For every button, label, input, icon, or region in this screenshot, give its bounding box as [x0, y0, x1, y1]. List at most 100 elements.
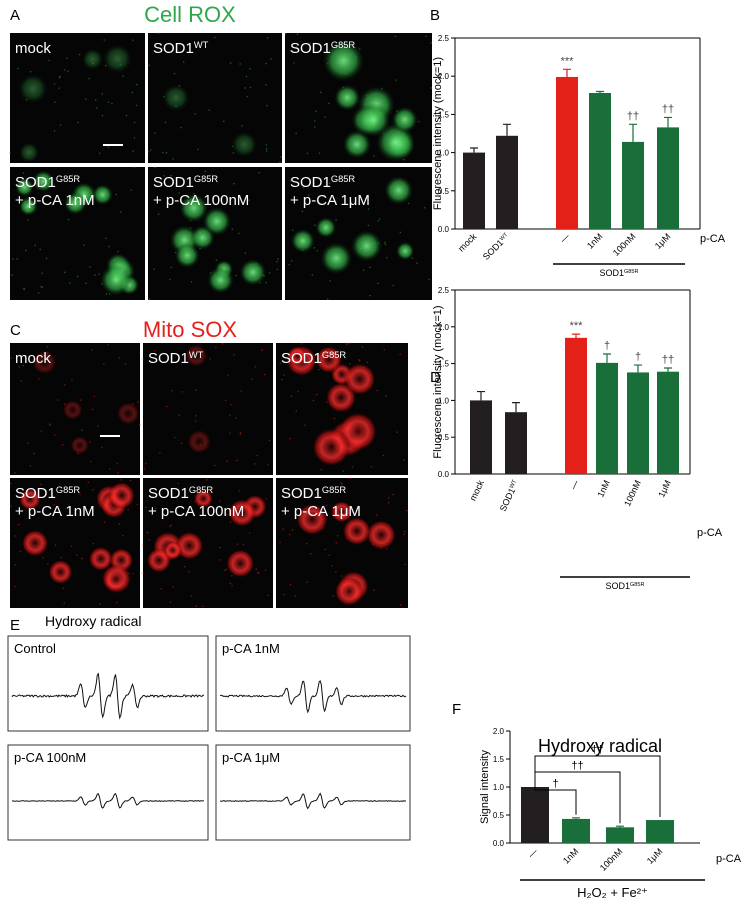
speck	[229, 432, 231, 434]
speck	[335, 542, 338, 544]
bar	[627, 372, 649, 474]
speck	[328, 102, 330, 105]
speck	[290, 260, 293, 262]
image-label-base: SOD1	[281, 485, 322, 502]
panel-letter: A	[10, 7, 20, 24]
speck	[313, 247, 316, 249]
speck	[349, 477, 352, 480]
speck	[17, 523, 20, 526]
cell	[193, 489, 213, 509]
speck	[284, 32, 287, 35]
speck	[335, 570, 337, 573]
image-label-base: SOD1	[290, 174, 331, 191]
speck	[215, 259, 218, 261]
image-sublabel: + p-CA 100nM	[153, 192, 249, 209]
speck	[101, 114, 104, 117]
x-tick-label: 100nM	[598, 846, 625, 873]
group-label: SOD1G85R	[605, 581, 644, 591]
speck	[10, 357, 13, 359]
y-tick-label: 0.5	[438, 433, 450, 442]
speck	[40, 285, 43, 288]
speck	[324, 116, 326, 118]
speck	[289, 583, 292, 586]
speck	[157, 32, 159, 35]
spectrum-box	[7, 635, 209, 732]
speck	[169, 525, 171, 528]
cell	[342, 516, 371, 546]
y-axis-label: Signal intensity	[479, 750, 491, 824]
spectrum-box	[215, 744, 411, 841]
speck	[265, 147, 268, 150]
speck	[407, 202, 410, 205]
cell	[82, 48, 104, 70]
speck	[236, 543, 239, 545]
x-tick-label-base: 100nM	[611, 231, 638, 258]
speck	[238, 232, 240, 235]
speck	[425, 35, 427, 38]
speck	[169, 278, 171, 281]
speck	[281, 378, 283, 381]
speck	[181, 390, 184, 393]
speck	[24, 249, 27, 252]
image-sublabel: + p-CA 1μM	[290, 192, 370, 209]
spectrum	[219, 792, 407, 810]
image-label: SOD1G85R	[290, 40, 355, 57]
image-label-sup: WT	[189, 350, 204, 360]
cell	[18, 196, 38, 216]
speck	[157, 213, 160, 215]
y-tick-label: 2.5	[438, 34, 450, 43]
speck	[41, 272, 43, 274]
y-tick-label: 1.0	[438, 149, 450, 158]
speck	[208, 109, 211, 111]
speck	[188, 570, 190, 573]
group-label: SOD1G85R	[599, 268, 638, 278]
speck	[244, 87, 246, 89]
cell	[100, 264, 132, 296]
speck	[87, 481, 90, 484]
speck	[42, 556, 44, 559]
group-label-sup: G85R	[630, 582, 645, 588]
speck	[313, 119, 316, 122]
image-label-sup: G85R	[189, 485, 214, 495]
speck	[10, 482, 12, 485]
bar	[521, 787, 549, 843]
speck	[403, 530, 406, 533]
image-label: SOD1G85R	[290, 174, 355, 191]
speck	[137, 401, 139, 403]
speck	[34, 244, 37, 247]
speck	[80, 429, 83, 432]
speck	[117, 250, 119, 253]
x-tick-label-base: —	[558, 231, 571, 244]
speck	[93, 395, 96, 398]
error-bar	[664, 367, 672, 372]
micrograph: mock	[9, 33, 145, 163]
speck	[430, 41, 432, 44]
cell	[32, 350, 57, 375]
y-tick-label: 0.5	[438, 187, 450, 196]
speck	[246, 95, 249, 98]
speck	[241, 125, 243, 127]
speck	[67, 70, 69, 73]
speck	[197, 148, 199, 151]
cell	[334, 84, 361, 111]
speck	[234, 417, 237, 419]
speck	[14, 535, 16, 537]
cell	[163, 541, 183, 560]
speck	[101, 93, 104, 95]
speck	[54, 101, 56, 103]
cell	[396, 241, 415, 261]
cell	[62, 399, 83, 420]
speck	[129, 479, 132, 482]
cell	[322, 40, 365, 82]
image-label: SOD1G85R	[153, 174, 218, 191]
speck	[315, 110, 317, 113]
error-bar	[470, 147, 478, 153]
speck	[89, 266, 91, 268]
speck	[71, 378, 73, 381]
speck	[358, 358, 360, 361]
significance: †	[604, 340, 610, 352]
significance: ††	[662, 103, 674, 115]
speck	[41, 286, 44, 289]
speck	[265, 150, 268, 152]
cell	[343, 363, 376, 395]
